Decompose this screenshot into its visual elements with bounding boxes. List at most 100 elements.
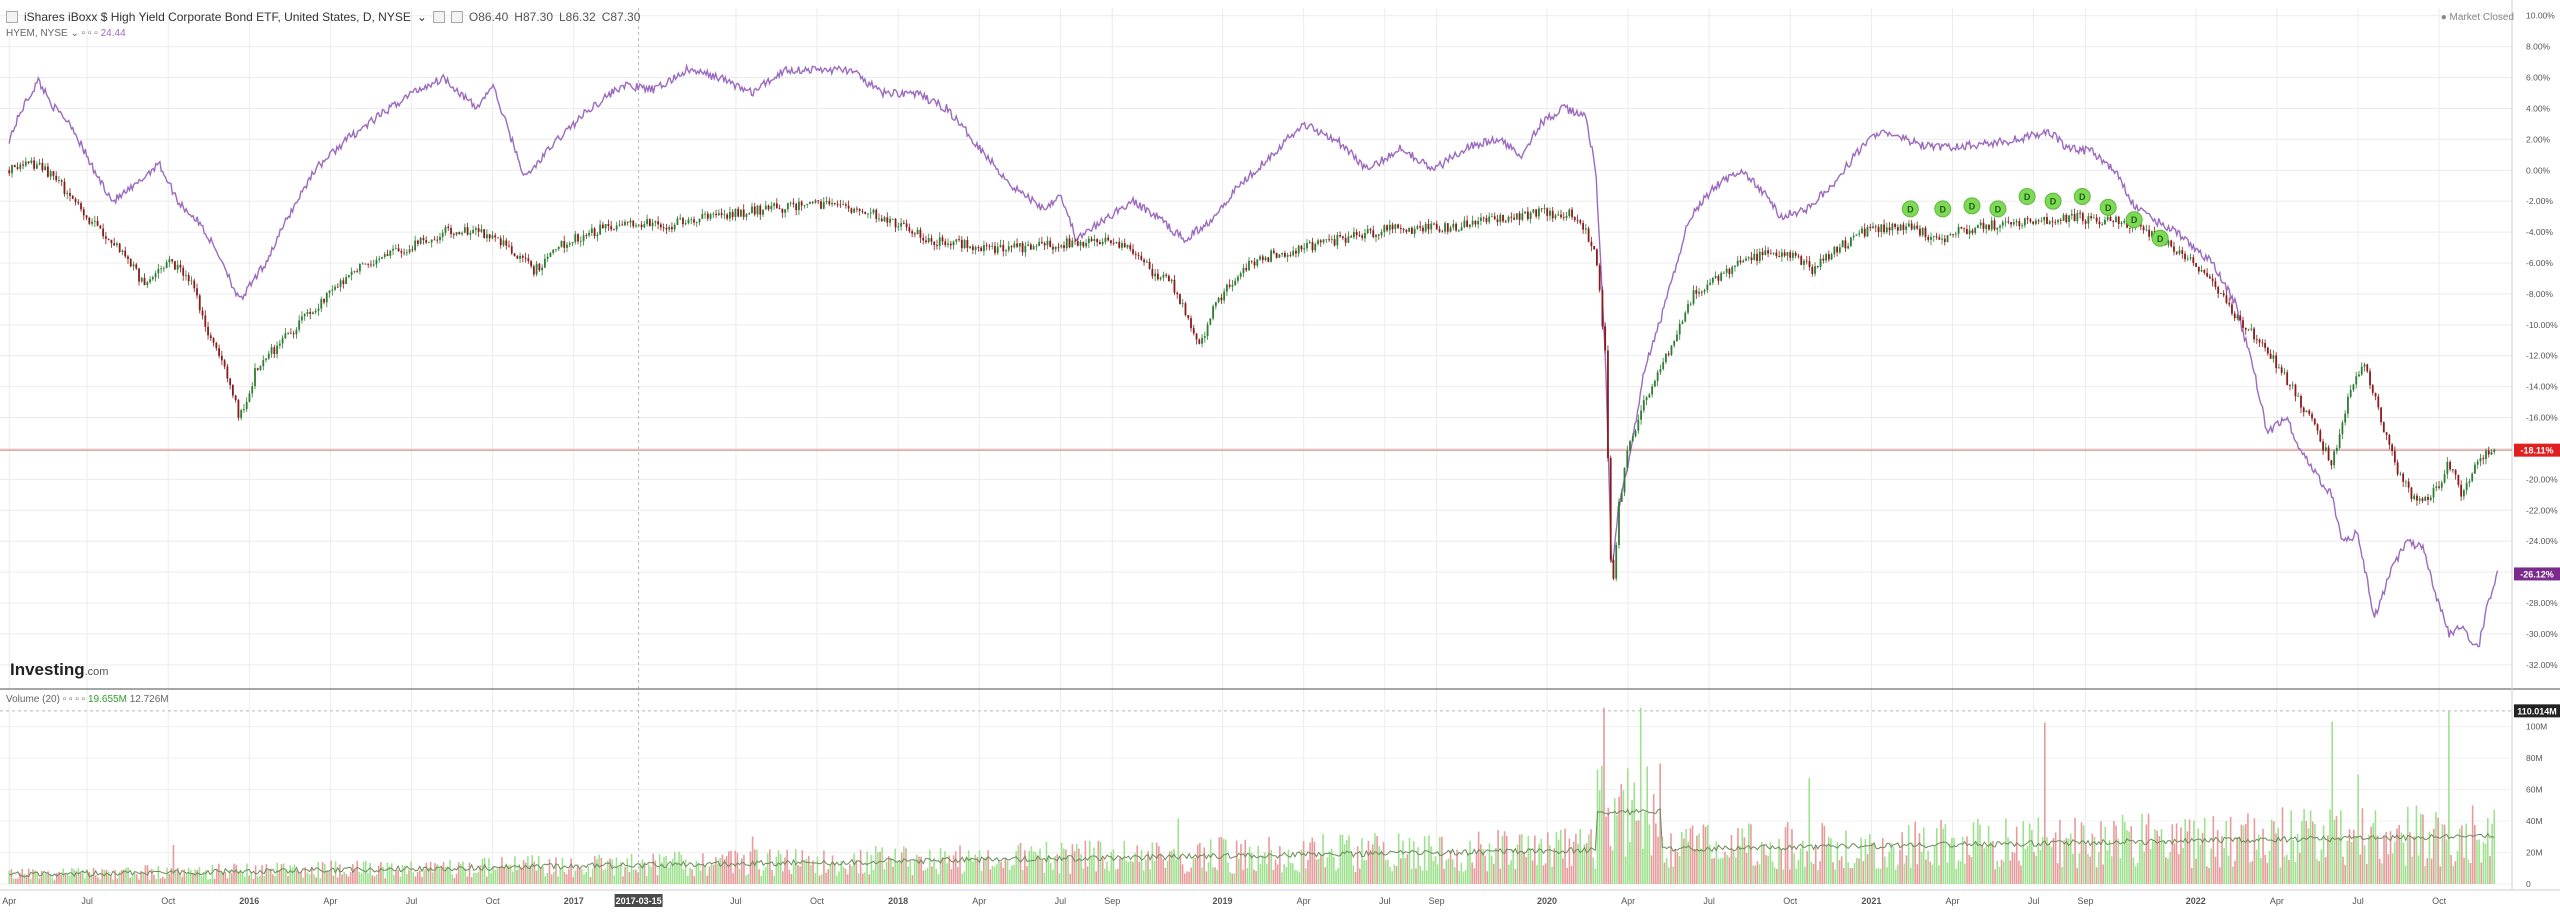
candle-body <box>63 181 66 195</box>
volume-bar <box>410 861 412 884</box>
candle-body <box>1388 224 1391 231</box>
candle-body <box>2485 450 2487 460</box>
candle-body <box>599 224 602 235</box>
volume-bar <box>2301 821 2303 884</box>
candle-body <box>1085 243 1087 247</box>
volume-bar <box>2262 828 2264 884</box>
volume-bar <box>1618 796 1620 884</box>
volume-bar <box>256 876 259 884</box>
volume-bar <box>1376 836 1378 884</box>
candle-body <box>1496 219 1499 223</box>
volume-bar <box>872 869 875 884</box>
volume-bar <box>388 866 391 884</box>
volume-bar <box>1289 862 1292 884</box>
candle-body <box>2065 214 2068 222</box>
candle-body <box>2076 212 2079 222</box>
candle-body <box>648 219 651 227</box>
dividend-marker <box>1989 200 2007 218</box>
candle-body <box>2170 240 2173 247</box>
volume-bar <box>777 850 780 884</box>
candle-body <box>1587 228 1590 242</box>
candle-body <box>1913 225 1916 230</box>
candle-body <box>71 195 74 199</box>
candle-body <box>1910 223 1913 230</box>
candle-body <box>1684 312 1687 322</box>
volume-bar <box>302 877 304 884</box>
volume-bar <box>1237 858 1240 884</box>
candle-body <box>1223 291 1226 301</box>
volume-bar <box>2337 837 2340 884</box>
volume-bar <box>239 869 242 884</box>
volume-bar <box>751 836 754 884</box>
candle-body <box>2142 226 2145 231</box>
volume-bar <box>1209 839 1212 884</box>
candle-body <box>1283 252 1286 257</box>
candle-body <box>2382 422 2385 433</box>
volume-bar <box>786 849 788 884</box>
volume-bar <box>148 879 151 884</box>
collapse-icon[interactable] <box>6 11 18 23</box>
close-value: C87.30 <box>601 10 641 24</box>
candle-body <box>2369 371 2371 386</box>
volume-bar <box>885 861 888 884</box>
candle-body <box>952 241 955 246</box>
volume-bar <box>1367 840 1370 884</box>
settings-icon[interactable]: ⌄ <box>416 10 427 24</box>
volume-bar <box>1363 859 1365 884</box>
candle-body <box>2106 216 2109 220</box>
volume-bar <box>559 868 562 884</box>
candle-body <box>1645 397 1648 401</box>
volume-bar <box>1899 849 1901 884</box>
volume-bar <box>926 867 929 884</box>
candle-body <box>1725 268 1728 273</box>
candle-body <box>1093 239 1096 241</box>
candle-body <box>1457 230 1460 232</box>
format-icon[interactable] <box>450 11 463 23</box>
volume-bar <box>2465 823 2467 884</box>
volume-bar <box>55 872 58 884</box>
candle-body <box>2399 473 2402 475</box>
candle-body <box>1098 242 1101 245</box>
volume-bar <box>2257 834 2260 884</box>
volume-bar <box>1194 858 1197 884</box>
volume-bar <box>2370 826 2372 884</box>
volume-bar <box>1246 868 1249 884</box>
volume-bar <box>265 864 268 884</box>
volume-bar <box>170 868 173 884</box>
candle-body <box>455 232 458 235</box>
volume-bar <box>1356 846 1359 884</box>
candle-body <box>1068 238 1071 248</box>
open-value: O86.40 <box>468 10 509 24</box>
volume-bar <box>1438 837 1441 884</box>
candle-body <box>483 229 486 239</box>
candle-body <box>947 243 949 245</box>
candle-body <box>223 360 226 367</box>
volume-bar <box>916 854 918 884</box>
volume-bar <box>343 871 345 884</box>
volume-bar <box>1283 864 1285 884</box>
candle-body <box>994 245 996 253</box>
volume-bar <box>524 862 527 884</box>
volume-bar <box>2002 861 2005 884</box>
visibility-icon[interactable] <box>432 11 445 23</box>
candle-body <box>563 240 566 248</box>
candle-body <box>1336 235 1339 246</box>
compare-settings-icon[interactable]: ⌄ ▫ ▫ ▫ <box>70 28 98 39</box>
candle-body <box>2407 481 2410 488</box>
volume-bar <box>790 873 793 884</box>
candle-body <box>2184 253 2186 260</box>
volume-bar <box>416 871 419 884</box>
candle-body <box>2355 376 2358 385</box>
candle-body <box>397 248 400 252</box>
volume-bar <box>151 868 153 884</box>
volume-bar <box>209 878 212 884</box>
candle-body <box>847 205 850 209</box>
volume-bar <box>2031 829 2033 884</box>
volume-bar <box>2119 858 2122 884</box>
volume-settings-icon[interactable]: ▫ ▫ ▫ ▫ <box>62 694 86 705</box>
volume-bar <box>2048 842 2050 884</box>
volume-bar <box>2329 809 2331 884</box>
volume-bar <box>678 851 680 884</box>
